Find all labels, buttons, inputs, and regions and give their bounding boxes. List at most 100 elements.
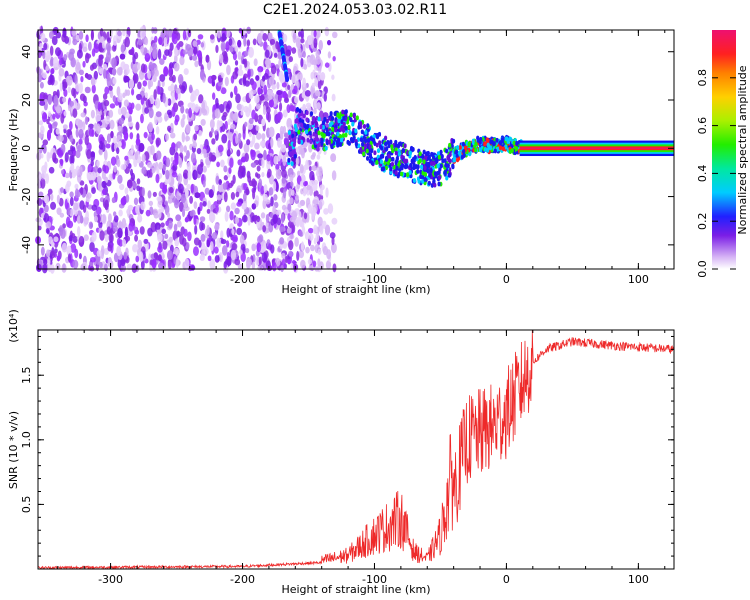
spectrogram-cell: [48, 236, 53, 244]
spectrogram-cell: [318, 167, 323, 177]
spectrogram-cell: [316, 102, 321, 110]
spectrogram-cell: [196, 147, 202, 155]
spectrogram-cell: [42, 144, 47, 154]
spectrogram-cell: [307, 35, 313, 46]
spectrogram-cell: [62, 27, 67, 38]
carrier-cell: [352, 113, 356, 119]
spectrogram-cell: [291, 74, 297, 84]
carrier-cell: [368, 144, 372, 150]
spectrogram-cell: [257, 87, 262, 95]
spectrogram-cell: [179, 56, 185, 66]
carrier-cell: [384, 141, 388, 147]
carrier-cell: [331, 126, 335, 132]
spectrogram-cell: [331, 217, 338, 225]
spectrogram-cell: [106, 133, 112, 144]
spectrogram-cell: [188, 107, 193, 119]
spectrogram-cell: [41, 170, 47, 179]
spectrogram-cell: [282, 243, 287, 249]
spectrogram-cell: [239, 234, 245, 245]
spectrogram-cell: [61, 242, 68, 253]
spectrogram-cell: [218, 120, 223, 127]
spectrogram-cell: [79, 165, 83, 177]
spectrogram-cell: [126, 209, 130, 215]
spectrogram-cell: [194, 224, 198, 235]
spectrogram-cell: [222, 111, 228, 118]
spectrogram-cell: [79, 180, 85, 186]
spectrogram-cell: [241, 214, 248, 223]
carrier-cell: [369, 140, 373, 146]
spectrogram-cell: [103, 140, 108, 146]
spectrogram-cell: [247, 175, 252, 183]
spectrogram-cell: [100, 248, 105, 260]
spectrogram-cell: [289, 234, 295, 240]
spectrogram-cell: [45, 55, 50, 63]
spectrogram-cell: [218, 252, 224, 263]
y-tick-label: 1.5: [20, 366, 33, 384]
spectrogram-cell: [135, 255, 140, 263]
carrier-cell: [423, 177, 427, 182]
spectrogram-cell: [313, 108, 317, 115]
spectrogram-cell: [281, 82, 287, 88]
spectrogram-cell: [223, 261, 227, 269]
spectrogram-cell: [289, 174, 294, 182]
spectrogram-cell: [248, 46, 254, 58]
carrier-cell: [380, 153, 384, 159]
spectrogram-cell: [112, 77, 117, 85]
spectrogram-cell: [101, 41, 106, 49]
spectrogram-cell: [215, 175, 220, 185]
carrier-cell: [354, 141, 358, 147]
carrier-cell: [515, 146, 519, 152]
spectrogram-cell: [55, 47, 61, 57]
spectrogram-cell: [159, 58, 165, 66]
spectrogram-cell: [295, 219, 300, 227]
spectrogram-cell: [309, 54, 316, 65]
spectrogram-cell: [63, 81, 68, 89]
spectrogram-cell: [163, 200, 169, 206]
spectrogram-cell: [189, 195, 194, 204]
spectrogram-cell: [332, 55, 336, 62]
carrier-cell: [298, 134, 302, 140]
carrier-cell: [309, 139, 313, 145]
carrier-cell: [347, 141, 351, 146]
spectrogram-cell: [310, 206, 317, 217]
spectrogram-cell: [262, 32, 268, 42]
spectrogram-cell: [90, 76, 96, 86]
spectrogram-cell: [304, 90, 311, 97]
carrier-cell: [391, 148, 395, 154]
spectrogram-cell: [254, 94, 260, 104]
spectrogram-cell: [299, 199, 306, 207]
spectrogram-cell: [270, 155, 274, 167]
spectrogram-cell: [144, 52, 151, 63]
spectrogram-cell: [262, 225, 267, 233]
spectrogram-cell: [238, 132, 242, 139]
carrier-cell: [291, 156, 295, 162]
spectrogram-cell: [324, 26, 330, 37]
spectrogram-cell: [320, 71, 326, 81]
spectrogram-cell: [209, 241, 214, 252]
spectrogram-cell: [272, 214, 278, 224]
spectrogram-cell: [109, 119, 115, 130]
spectrogram-cell: [217, 31, 221, 39]
spectrogram-cell: [70, 162, 75, 173]
spectrogram-cell: [151, 42, 158, 50]
carrier-cell: [400, 154, 404, 160]
spectrogram-cell: [180, 105, 185, 114]
spectrogram-cell: [118, 117, 125, 125]
spectrogram-cell: [264, 58, 271, 66]
spectrogram-cell: [210, 154, 217, 162]
spectrogram-cell: [297, 31, 302, 37]
spectrogram-cell: [231, 228, 235, 235]
carrier-cell: [405, 158, 409, 164]
carrier-cell: [399, 171, 404, 177]
spectrogram-cell: [153, 35, 158, 43]
spectrogram-cell: [104, 263, 108, 271]
spectrogram-cell: [155, 173, 160, 184]
spectrogram-cell: [47, 111, 52, 117]
spectrogram-cell: [308, 143, 313, 153]
spectrogram-cell: [153, 115, 158, 125]
spectrogram-cell: [193, 48, 198, 55]
carrier-cell: [458, 145, 462, 150]
carrier-cell: [325, 131, 329, 137]
spectrogram-cell: [111, 142, 115, 153]
carrier-cell: [349, 117, 353, 123]
